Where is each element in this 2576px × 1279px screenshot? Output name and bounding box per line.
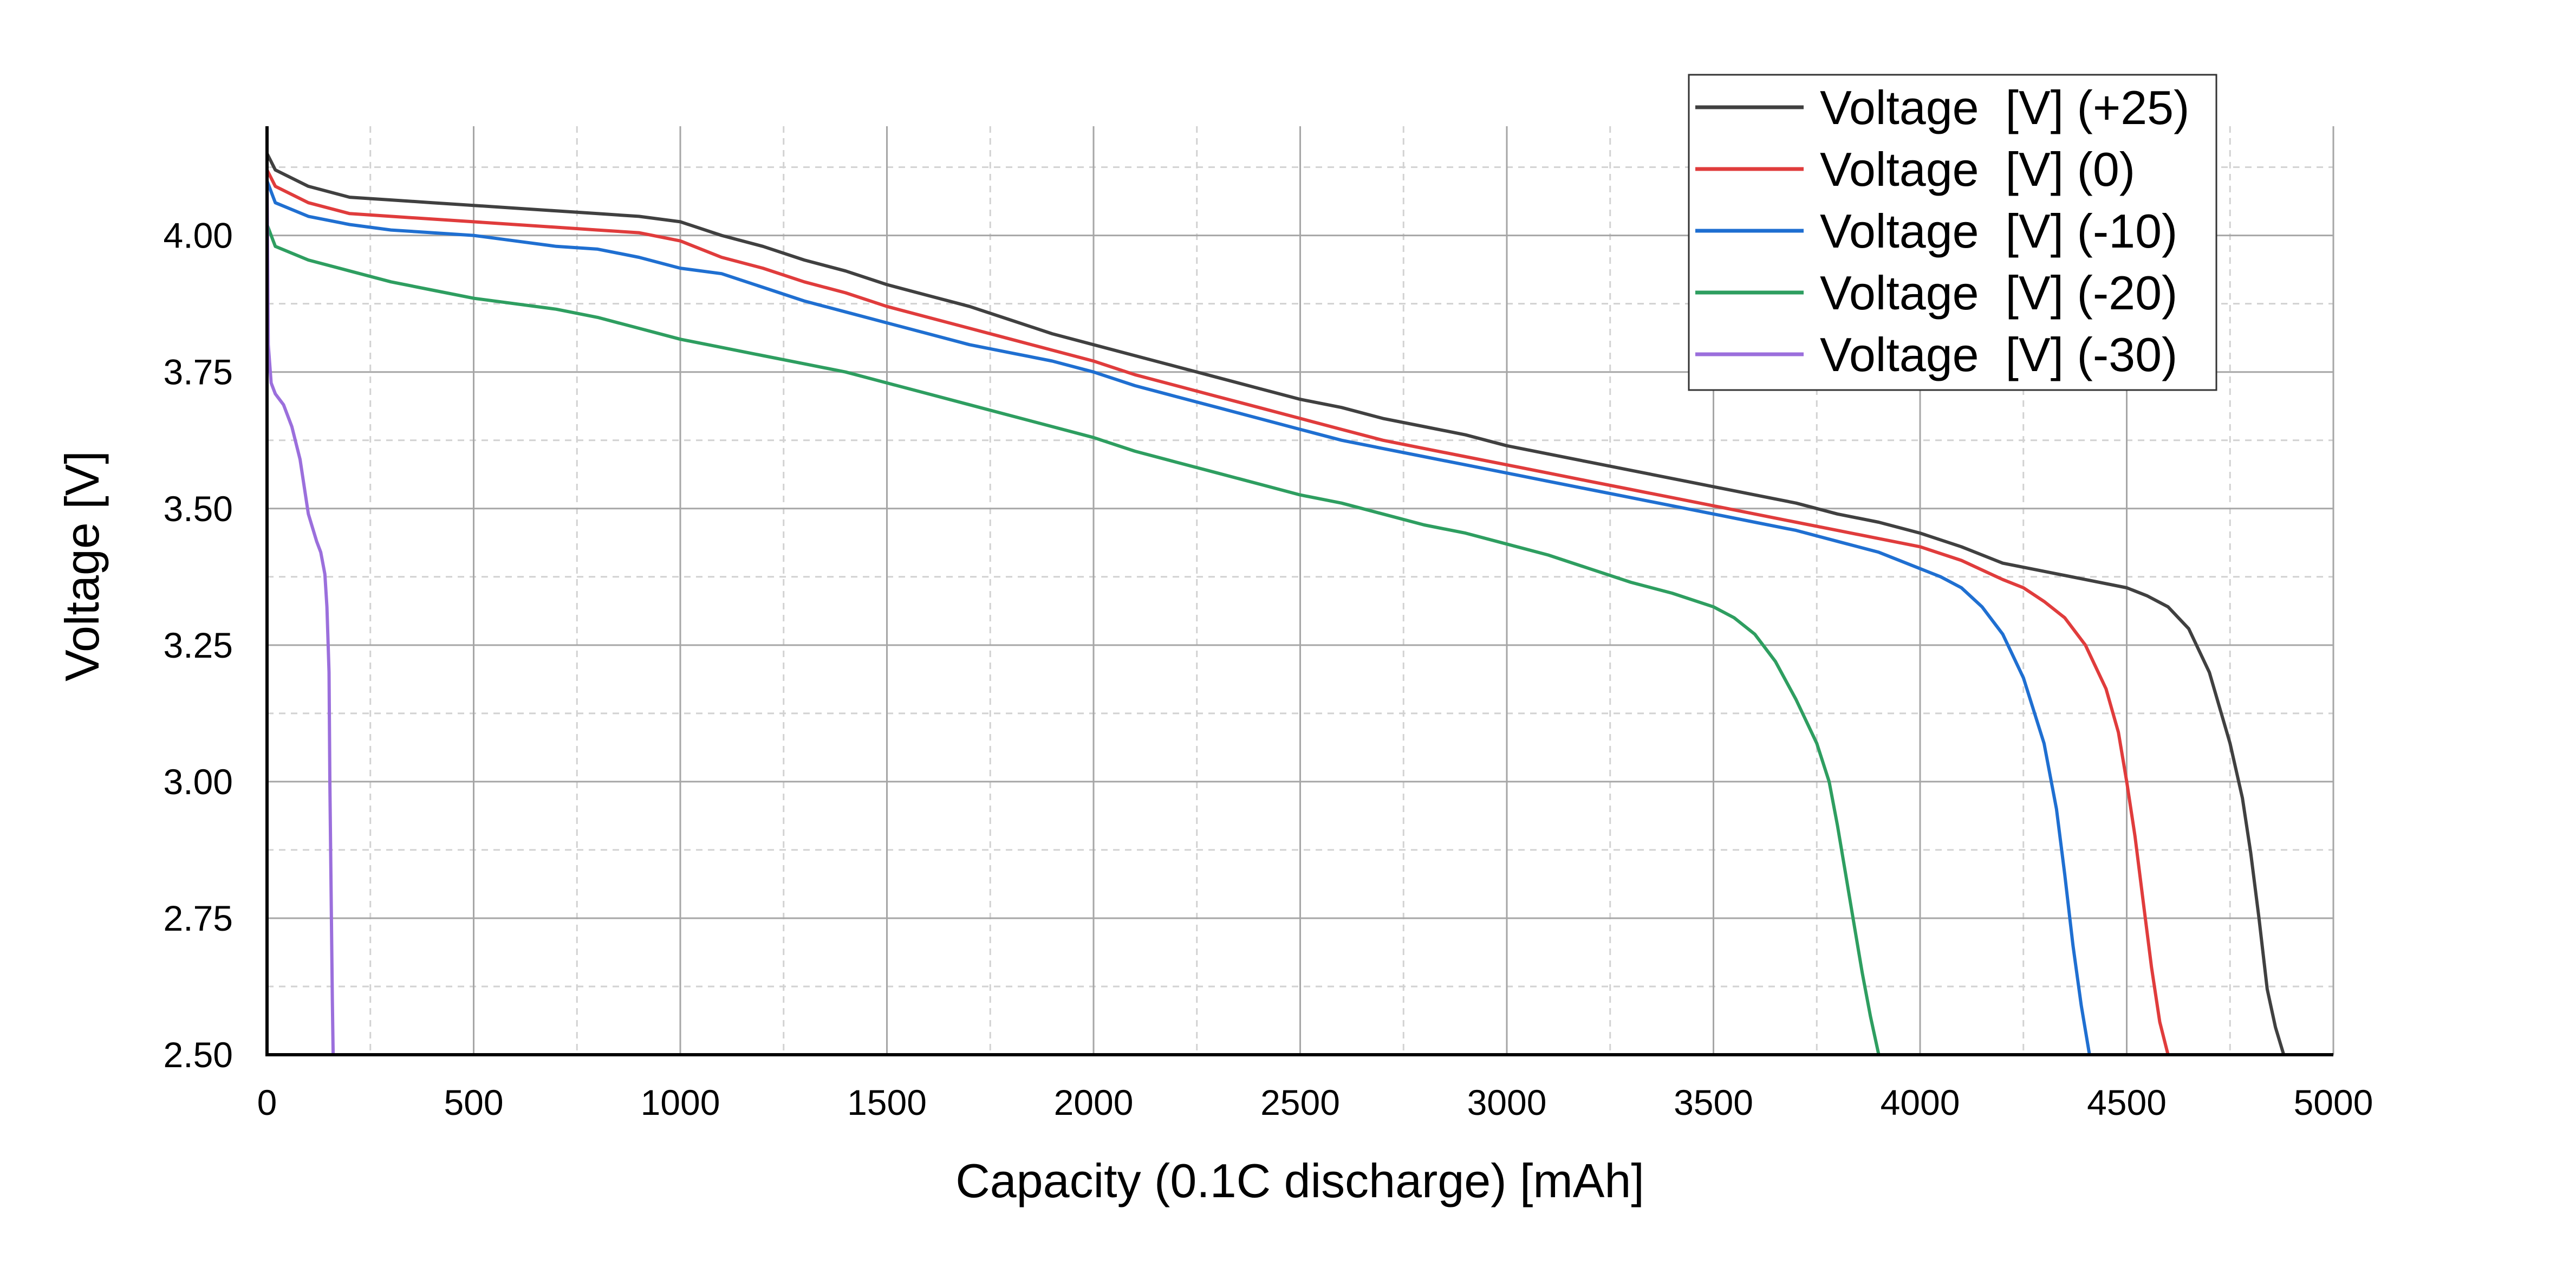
y-tick-label: 2.75 bbox=[164, 898, 233, 938]
y-tick-label: 2.50 bbox=[164, 1035, 233, 1075]
y-tick-label: 3.25 bbox=[164, 625, 233, 665]
x-tick-label: 4000 bbox=[1881, 1082, 1960, 1122]
x-tick-label: 1000 bbox=[641, 1082, 720, 1122]
x-tick-label: 5000 bbox=[2294, 1082, 2373, 1122]
series-layer bbox=[265, 153, 2286, 1055]
x-tick-label: 4500 bbox=[2087, 1082, 2167, 1122]
x-tick-label: 3500 bbox=[1674, 1082, 1753, 1122]
x-tick-labels: 0 500 1000 1500 2000 2500 3000 3500 4000 4500 5000 bbox=[257, 1082, 2373, 1122]
series-line-0 bbox=[265, 153, 2286, 1055]
series-line-1 bbox=[265, 169, 2170, 1055]
x-tick-label: 0 bbox=[257, 1082, 277, 1122]
x-tick-label: 2000 bbox=[1054, 1082, 1134, 1122]
y-tick-label: 3.75 bbox=[164, 352, 233, 392]
series-line-3 bbox=[265, 224, 1881, 1055]
legend-label: Voltage [V] (-10) bbox=[1820, 204, 2177, 258]
x-tick-label: 500 bbox=[444, 1082, 503, 1122]
x-tick-label: 1500 bbox=[847, 1082, 927, 1122]
series-line-4 bbox=[265, 170, 335, 1055]
x-tick-label: 2500 bbox=[1260, 1082, 1340, 1122]
legend-label: Voltage [V] (-30) bbox=[1820, 328, 2177, 381]
x-tick-label: 3000 bbox=[1467, 1082, 1547, 1122]
x-axis-label: Capacity (0.1C discharge) [mAh] bbox=[955, 1154, 1644, 1207]
legend-label: Voltage [V] (+25) bbox=[1820, 81, 2189, 134]
legend-label: Voltage [V] (-20) bbox=[1820, 266, 2177, 320]
y-axis-label: Voltage [V] bbox=[55, 451, 109, 681]
legend: Voltage [V] (+25) Voltage [V] (0) Voltage … bbox=[1688, 74, 2217, 391]
legend-label: Voltage [V] (0) bbox=[1820, 142, 2135, 196]
series-line-2 bbox=[265, 180, 2091, 1055]
y-tick-label: 4.00 bbox=[164, 216, 233, 256]
y-tick-label: 3.50 bbox=[164, 489, 233, 529]
y-tick-label: 3.00 bbox=[164, 762, 233, 802]
y-tick-labels: 2.50 2.75 3.00 3.25 3.50 3.75 4.00 bbox=[164, 216, 233, 1075]
